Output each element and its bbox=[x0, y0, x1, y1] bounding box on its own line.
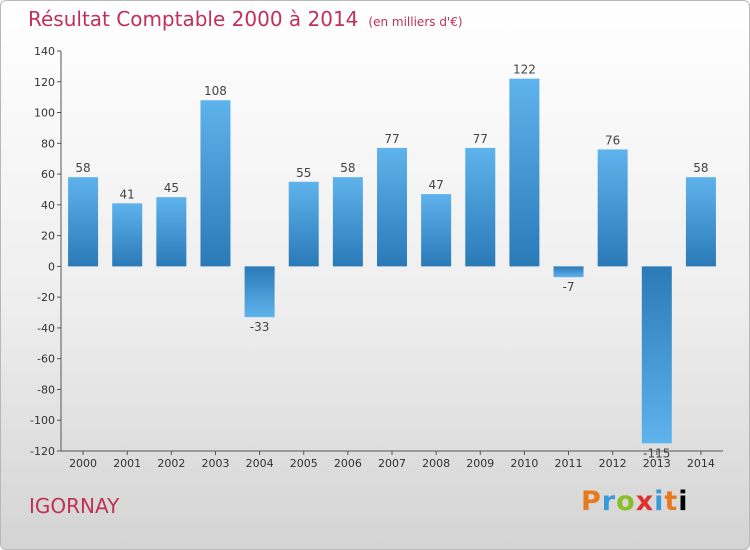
x-tick-label: 2008 bbox=[422, 457, 450, 470]
chart-subtitle: (en milliers d'€) bbox=[368, 15, 463, 29]
bar-2007 bbox=[377, 147, 407, 267]
bar-2005 bbox=[288, 181, 319, 267]
data-label-2006: 58 bbox=[340, 161, 355, 175]
bar-2014 bbox=[685, 177, 716, 267]
bar-2009 bbox=[465, 147, 496, 267]
bar-2012 bbox=[597, 149, 628, 267]
x-tick-label: 2004 bbox=[246, 457, 274, 470]
x-tick-label: 2002 bbox=[157, 457, 185, 470]
chart-bars bbox=[68, 78, 716, 444]
x-tick-label: 2013 bbox=[643, 457, 671, 470]
commune-name: IGORNAY bbox=[29, 494, 120, 518]
x-tick-label: 2000 bbox=[69, 457, 97, 470]
y-tick-label: 40 bbox=[41, 199, 55, 212]
x-tick-label: 2012 bbox=[599, 457, 627, 470]
bar-2010 bbox=[509, 78, 540, 267]
x-tick-label: 2014 bbox=[687, 457, 715, 470]
y-tick-label: 100 bbox=[34, 107, 55, 120]
y-tick-label: 20 bbox=[41, 230, 55, 243]
data-label-2014: 58 bbox=[693, 161, 708, 175]
x-tick-label: 2006 bbox=[334, 457, 362, 470]
y-tick-label: -100 bbox=[30, 414, 55, 427]
bar-2000 bbox=[68, 177, 99, 267]
y-tick-label: -80 bbox=[37, 383, 55, 396]
chart-title-text: Résultat Comptable 2000 à 2014 bbox=[28, 7, 359, 31]
y-tick-label: 0 bbox=[48, 260, 55, 273]
bar-2004 bbox=[244, 266, 275, 318]
x-tick-label: 2011 bbox=[555, 457, 583, 470]
data-label-2009: 77 bbox=[473, 132, 488, 146]
bar-2006 bbox=[332, 177, 363, 267]
data-label-2001: 41 bbox=[120, 187, 135, 201]
data-label-2010: 122 bbox=[513, 63, 536, 77]
x-tick-label: 2007 bbox=[378, 457, 406, 470]
data-label-2004: -33 bbox=[250, 320, 270, 334]
x-tick-label: 2001 bbox=[113, 457, 141, 470]
y-tick-label: -40 bbox=[37, 322, 55, 335]
proxiti-logo: Proxiti bbox=[581, 486, 689, 517]
chart-axes: -120 -100 -80 -60 -40 -20 0 20 40 60 80 100 120 140 20… bbox=[30, 45, 723, 470]
x-tick-label: 2009 bbox=[466, 457, 494, 470]
bar-2001 bbox=[112, 203, 143, 267]
chart-labels: 58 41 45 108 -33 55 58 77 47 77 122 -7 76 -115 58 bbox=[75, 63, 708, 461]
data-label-2005: 55 bbox=[296, 166, 311, 180]
data-label-2011: -7 bbox=[563, 280, 575, 294]
x-tick-label: 2010 bbox=[510, 457, 538, 470]
y-tick-label: 120 bbox=[34, 76, 55, 89]
y-tick-label: 60 bbox=[41, 168, 55, 181]
data-label-2000: 58 bbox=[75, 161, 90, 175]
y-tick-label: 80 bbox=[41, 137, 55, 150]
bar-2008 bbox=[421, 194, 452, 267]
y-tick-label: -120 bbox=[30, 445, 55, 458]
data-label-2003: 108 bbox=[204, 84, 227, 98]
data-label-2008: 47 bbox=[428, 178, 443, 192]
data-label-2007: 77 bbox=[384, 132, 399, 146]
x-tick-label: 2005 bbox=[290, 457, 318, 470]
data-label-2013: -115 bbox=[643, 446, 670, 460]
bar-2003 bbox=[200, 100, 231, 267]
bar-2002 bbox=[156, 197, 187, 267]
bar-2011 bbox=[553, 266, 584, 278]
data-label-2012: 76 bbox=[605, 133, 620, 147]
x-tick-label: 2003 bbox=[201, 457, 229, 470]
bar-2013 bbox=[641, 266, 672, 444]
data-label-2002: 45 bbox=[164, 181, 179, 195]
chart-title: Résultat Comptable 2000 à 2014 (en millie… bbox=[28, 7, 463, 31]
y-tick-label: -20 bbox=[37, 291, 55, 304]
y-tick-label: -60 bbox=[37, 353, 55, 366]
y-tick-label: 140 bbox=[34, 45, 55, 58]
